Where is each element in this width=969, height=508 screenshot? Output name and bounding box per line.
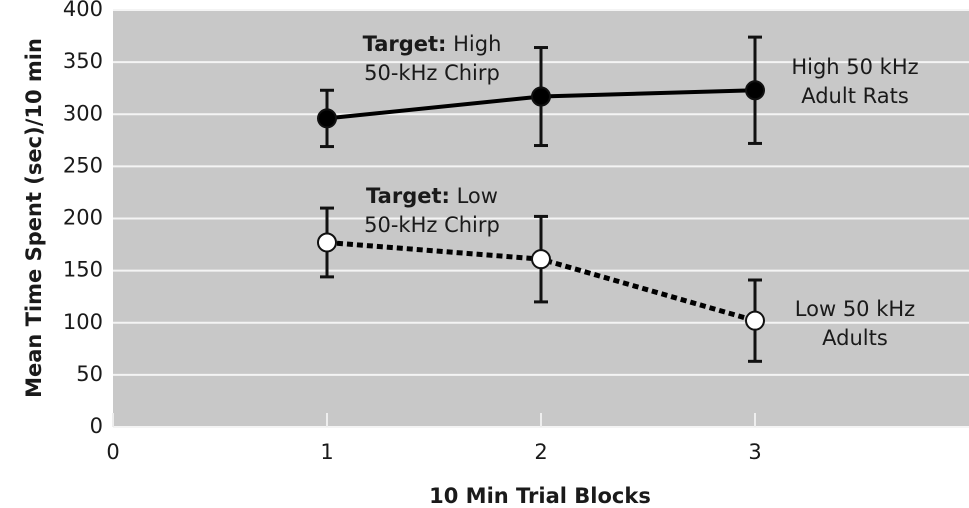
annotation: Target: High: [363, 32, 502, 56]
x-axis-label: 10 Min Trial Blocks: [429, 484, 651, 504]
annotation-text: Low: [457, 184, 498, 208]
x-tick-label: 0: [106, 440, 119, 464]
series-label: Adult Rats: [801, 84, 909, 108]
marker: [317, 232, 337, 253]
x-tick-label: 2: [534, 440, 547, 464]
y-tick-label: 250: [63, 153, 103, 177]
annotation: Target: Low: [366, 184, 498, 208]
marker: [531, 86, 551, 107]
series-label: Adults: [822, 326, 888, 350]
x-tick-label: 1: [320, 440, 333, 464]
annotation-text: 50-kHz Chirp: [364, 61, 500, 85]
marker: [531, 249, 551, 270]
annotation-bold: Target:: [363, 32, 447, 56]
y-tick-label: 400: [63, 0, 103, 21]
y-tick-label: 100: [63, 310, 103, 334]
annotation-text: High: [453, 32, 501, 56]
y-tick-label: 50: [76, 362, 103, 386]
x-tick-label: 3: [748, 440, 761, 464]
y-axis-label: Mean Time Spent (sec)/10 min: [22, 38, 46, 398]
y-tick-label: 150: [63, 258, 103, 282]
marker: [745, 80, 765, 101]
series-label: High 50 kHz: [791, 55, 918, 79]
y-tick-label: 350: [63, 49, 103, 73]
series-label: Low 50 kHz: [795, 297, 915, 321]
annotation: 50-kHz Chirp: [364, 61, 500, 85]
annotation-bold: Target:: [366, 184, 450, 208]
marker: [745, 310, 765, 331]
annotation: 50-kHz Chirp: [364, 213, 500, 237]
y-tick-label: 200: [63, 206, 103, 230]
y-tick-label: 0: [90, 414, 103, 438]
y-tick-label: 300: [63, 101, 103, 125]
annotation-text: 50-kHz Chirp: [364, 213, 500, 237]
marker: [317, 108, 337, 129]
